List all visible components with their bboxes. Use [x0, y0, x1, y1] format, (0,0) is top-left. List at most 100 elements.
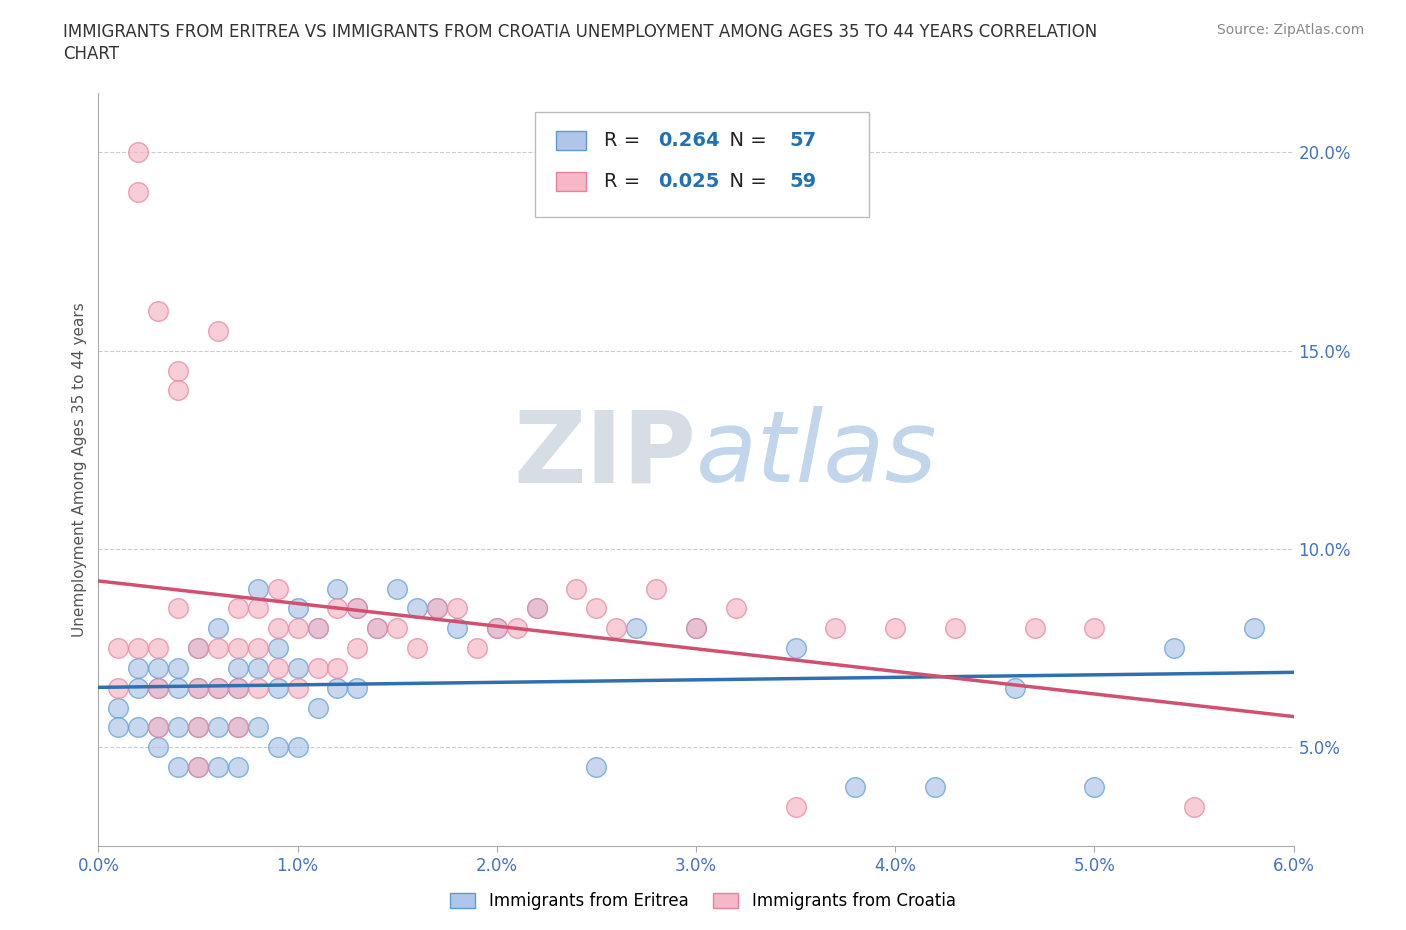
Text: 59: 59 [789, 172, 817, 191]
Point [187, 720, 209, 735]
Point [226, 641, 249, 656]
Point [207, 324, 229, 339]
Point [127, 641, 149, 656]
Point [207, 760, 229, 775]
Point [645, 581, 668, 596]
Point [267, 680, 290, 695]
Point [526, 601, 548, 616]
Text: atlas: atlas [696, 406, 938, 503]
Point [366, 621, 388, 636]
Point [287, 660, 309, 675]
Point [226, 680, 249, 695]
Point [127, 145, 149, 160]
Point [187, 680, 209, 695]
Point [148, 641, 170, 656]
Point [785, 641, 807, 656]
Point [167, 601, 190, 616]
Point [127, 660, 149, 675]
Point [626, 621, 648, 636]
Point [267, 641, 290, 656]
Point [1083, 621, 1105, 636]
Point [426, 601, 449, 616]
Point [465, 641, 488, 656]
Point [506, 621, 529, 636]
Point [148, 680, 170, 695]
Point [685, 621, 707, 636]
Point [187, 641, 209, 656]
Point [226, 760, 249, 775]
Point [167, 383, 190, 398]
Text: N =: N = [717, 131, 773, 150]
Point [585, 760, 607, 775]
Point [1004, 680, 1026, 695]
Point [326, 581, 349, 596]
Point [187, 680, 209, 695]
Point [167, 660, 190, 675]
Point [287, 621, 309, 636]
Point [226, 720, 249, 735]
Point [287, 680, 309, 695]
Point [246, 720, 269, 735]
Point [246, 581, 269, 596]
FancyBboxPatch shape [557, 172, 586, 191]
Point [148, 680, 170, 695]
Point [187, 641, 209, 656]
Point [287, 601, 309, 616]
Point [148, 720, 170, 735]
FancyBboxPatch shape [557, 131, 586, 150]
Point [585, 601, 607, 616]
Point [187, 760, 209, 775]
Point [107, 720, 129, 735]
Point [107, 700, 129, 715]
Legend: Immigrants from Eritrea, Immigrants from Croatia: Immigrants from Eritrea, Immigrants from… [444, 885, 962, 917]
Point [226, 720, 249, 735]
Point [605, 621, 627, 636]
Text: R =: R = [605, 131, 647, 150]
Point [485, 621, 508, 636]
Point [844, 779, 866, 794]
Point [287, 739, 309, 754]
Point [226, 660, 249, 675]
Point [326, 660, 349, 675]
Point [446, 601, 468, 616]
Text: Source: ZipAtlas.com: Source: ZipAtlas.com [1216, 23, 1364, 37]
Point [148, 720, 170, 735]
Point [326, 680, 349, 695]
Point [226, 601, 249, 616]
Point [346, 601, 368, 616]
Point [307, 700, 329, 715]
FancyBboxPatch shape [534, 112, 869, 218]
Point [207, 680, 229, 695]
Point [246, 660, 269, 675]
Point [107, 680, 129, 695]
Point [207, 680, 229, 695]
Point [148, 660, 170, 675]
Text: N =: N = [717, 172, 773, 191]
Point [326, 601, 349, 616]
Text: R =: R = [605, 172, 647, 191]
Point [385, 621, 409, 636]
Point [127, 680, 149, 695]
Point [207, 641, 229, 656]
Text: 57: 57 [789, 131, 817, 150]
Point [943, 621, 966, 636]
Point [785, 799, 807, 814]
Point [226, 680, 249, 695]
Point [346, 680, 368, 695]
Point [485, 621, 508, 636]
Point [127, 185, 149, 200]
Point [167, 760, 190, 775]
Text: 0.025: 0.025 [658, 172, 718, 191]
Point [127, 720, 149, 735]
Point [346, 601, 368, 616]
Text: 0.264: 0.264 [658, 131, 720, 150]
Point [207, 720, 229, 735]
Point [1182, 799, 1205, 814]
Point [167, 680, 190, 695]
Point [446, 621, 468, 636]
Point [526, 601, 548, 616]
Point [724, 601, 747, 616]
Point [148, 303, 170, 318]
Point [685, 621, 707, 636]
Point [246, 680, 269, 695]
